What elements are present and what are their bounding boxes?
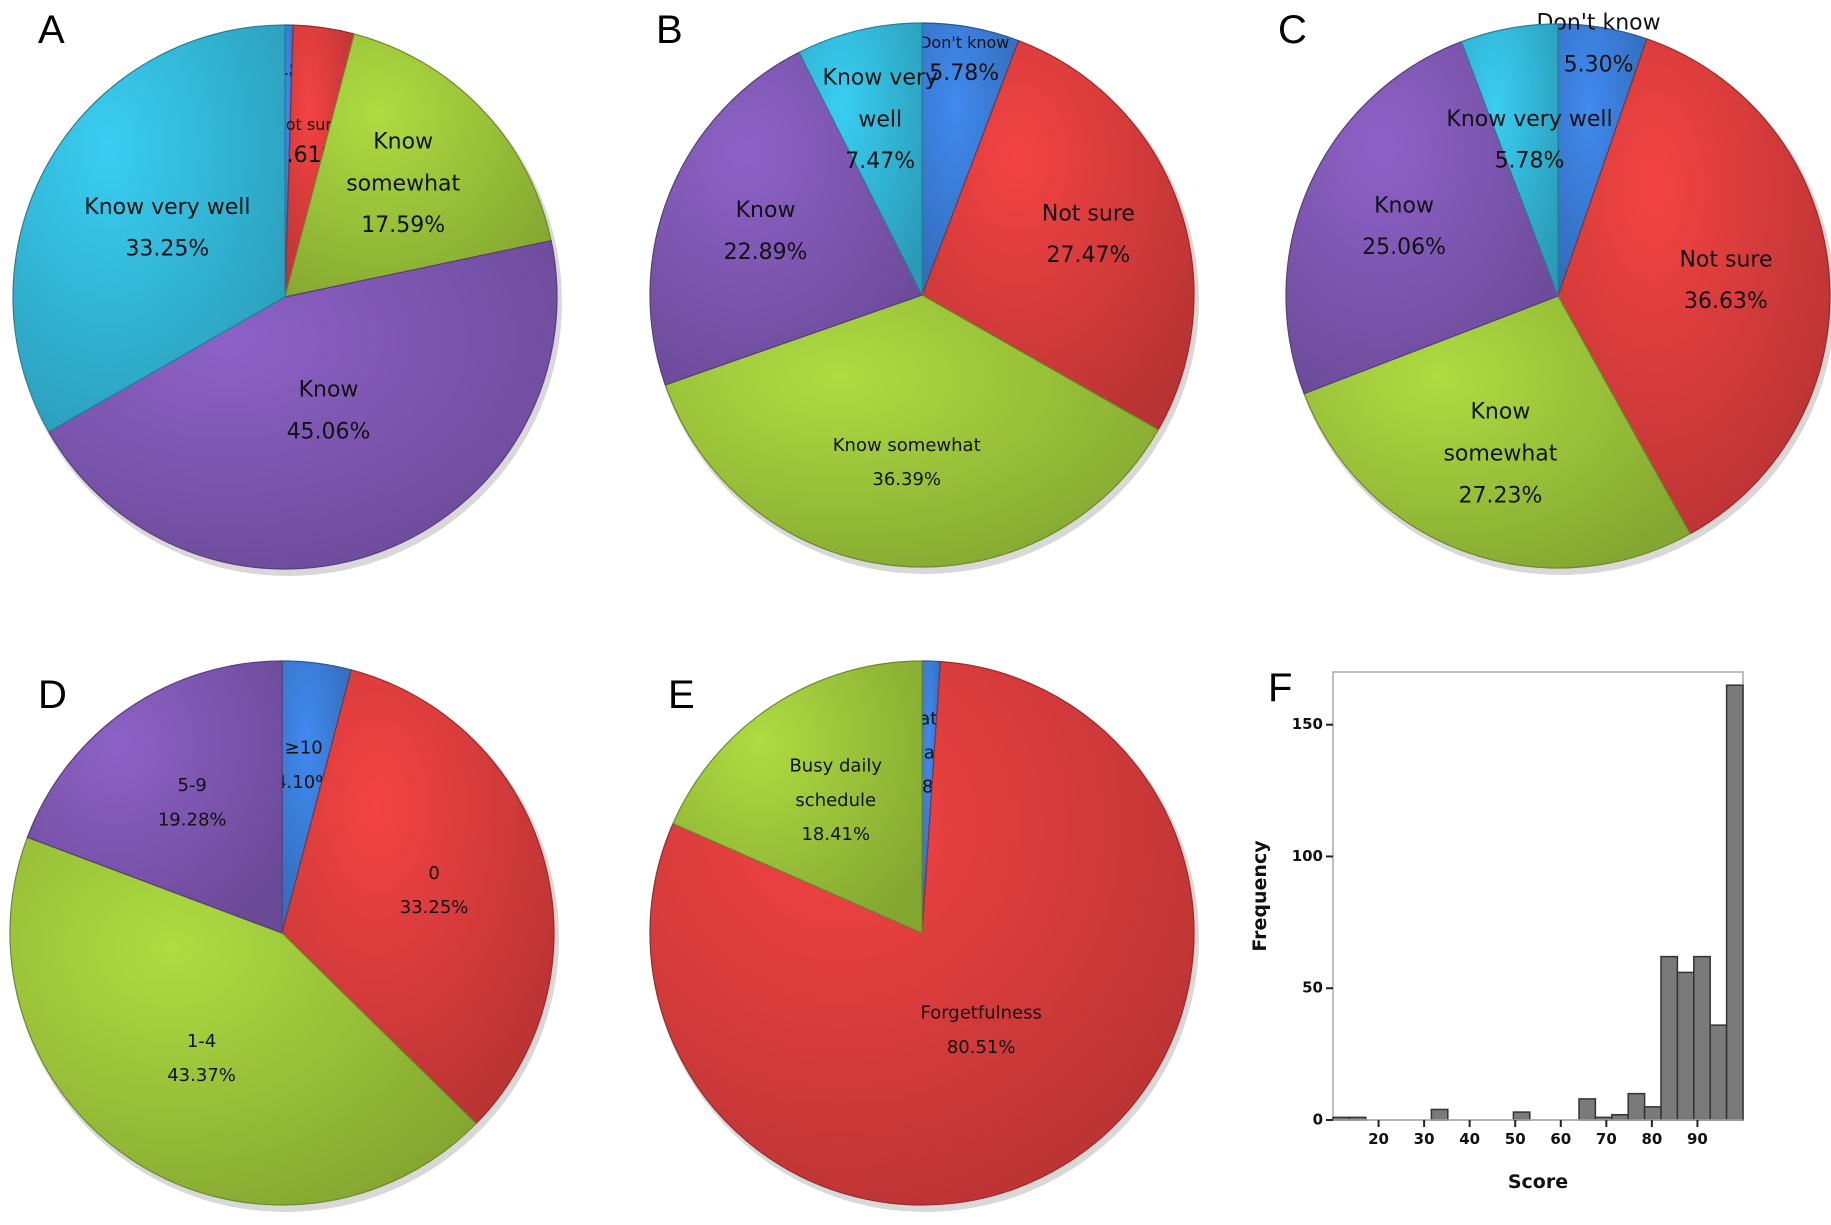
x-axis-title: Score: [1508, 1171, 1568, 1193]
pie-slice-busy-daily-schedule: [672, 660, 923, 934]
histogram-bar: [1611, 1113, 1629, 1121]
x-tick-label: 90: [1687, 1130, 1708, 1148]
pie-chart-e: Complications ofmedication,1.08%Forgetfu…: [649, 660, 1199, 1212]
histogram-bar: [1430, 1108, 1449, 1121]
histogram-bar: [1693, 955, 1711, 1121]
slice-category-label: Not sure: [1679, 247, 1772, 272]
slice-percent-label: 36.39%: [872, 469, 941, 490]
histogram-bar: [1627, 1092, 1646, 1121]
panel-label-a: A: [38, 8, 65, 52]
slice-category-label: Not sure: [274, 115, 342, 134]
histogram-bar: [1578, 1098, 1597, 1121]
slice-percent-label: 33.25%: [125, 237, 209, 262]
pie-slice-not-sure: [921, 39, 1195, 431]
slice-percent-label: 22.89%: [724, 240, 808, 265]
slice-category-label: Know: [373, 130, 433, 155]
y-tick-label: 100: [1292, 847, 1323, 865]
slice-category-label: 1-4: [187, 1031, 216, 1052]
slice-percent-label: 27.23%: [1458, 483, 1542, 508]
slice-percent-label: 33.25%: [400, 897, 469, 918]
pie-slice-not-sure: [1557, 38, 1831, 535]
slice-category-label: Know very well: [1446, 107, 1612, 132]
panel-label-e: E: [668, 673, 695, 717]
histogram-bar: [1676, 971, 1695, 1121]
histogram-bar: [1709, 1024, 1728, 1121]
pie-slice-5-9: [26, 660, 283, 934]
slice-category-label: Know: [736, 198, 796, 223]
slice-category-label: somewhat: [346, 171, 460, 196]
panel-label-d: D: [38, 673, 67, 717]
slice-percent-label: 19.28%: [158, 809, 227, 830]
slice-category-label: Know: [1471, 400, 1531, 425]
slice-category-label: well: [858, 107, 902, 132]
pie-slice-know-somewhat: [1303, 295, 1691, 569]
slice-category-label: schedule: [795, 790, 876, 811]
slice-percent-label: 25.06%: [1362, 235, 1446, 260]
slice-category-label: Don't know: [919, 33, 1009, 52]
slice-category-label: Know very well: [84, 195, 250, 220]
histogram-bar: [1660, 955, 1679, 1121]
y-axis-title: Frequency: [1249, 840, 1271, 952]
pie-slice-1-4: [9, 836, 477, 1206]
slice-percent-label: 5.78%: [929, 61, 999, 86]
slice-category-label: 5-9: [177, 775, 206, 796]
x-tick-label: 60: [1550, 1130, 1571, 1148]
panel-label-b: B: [656, 8, 683, 52]
histogram-f: 0 50 100 150 20 30 40 50 60 70 80 90 Score Frequency: [1249, 671, 1744, 1193]
histogram-bar: [1725, 684, 1744, 1121]
x-tick-label: 70: [1596, 1130, 1617, 1148]
y-tick-label: 150: [1292, 715, 1323, 733]
pie-chart-d: ≥10 4.10% 0 33.25% 1-4 43.37% 5-9 19.28%: [9, 660, 559, 1212]
slice-category-label: Know somewhat: [833, 435, 981, 456]
x-tick-label: 30: [1414, 1130, 1435, 1148]
panel-label-c: C: [1278, 8, 1307, 52]
slice-percent-label: 80.51%: [947, 1037, 1016, 1058]
slice-percent-label: 5.78%: [1495, 149, 1565, 174]
slice-category-label: Know very: [823, 66, 938, 91]
slice-percent-label: 5.30%: [1564, 52, 1634, 77]
pie-slice-know-very-well: [12, 24, 286, 433]
histogram-bar: [1643, 1106, 1662, 1121]
slice-percent-label: 7.47%: [845, 149, 915, 174]
slice-percent-label: 43.37%: [167, 1065, 236, 1086]
slice-category-label: Forgetfulness: [920, 1003, 1041, 1024]
slice-percent-label: 36.63%: [1684, 289, 1768, 314]
pie-slice-know-very-well: [1460, 23, 1559, 297]
slice-category-label: Busy daily: [789, 756, 882, 777]
pie-slice-know: [1285, 40, 1559, 395]
slice-category-label: Not sure: [1042, 201, 1135, 226]
slice-percent-label: 17.59%: [361, 213, 445, 238]
slice-percent-label: 18.41%: [801, 824, 870, 845]
x-tick-label: 50: [1505, 1130, 1526, 1148]
y-tick-label: 0: [1313, 1111, 1323, 1129]
slice-percent-label: 45.06%: [287, 419, 371, 444]
pie-slice-0: [281, 669, 555, 1125]
pie-slice-know-somewhat: [284, 33, 552, 298]
slice-category-label: Know: [1374, 193, 1434, 218]
y-tick-label: 50: [1302, 979, 1323, 997]
slice-category-label: Know: [299, 378, 359, 403]
pie-slice-know-somewhat: [664, 294, 1160, 568]
slice-category-label: 0: [428, 863, 439, 884]
pie-slice-know-very-well: [798, 22, 923, 296]
slice-category-label: ≥10: [285, 738, 323, 759]
pie-slice-know: [649, 51, 923, 386]
histogram-bar: [1512, 1111, 1531, 1121]
pie-chart-b: Don't know 5.78% Not sure 27.47% Know somewh…: [649, 22, 1199, 574]
slice-percent-label: 4.10%: [275, 772, 332, 793]
panel-label-f: F: [1268, 666, 1293, 710]
pie-slice-know: [47, 239, 558, 570]
slice-category-label: somewhat: [1443, 442, 1557, 467]
x-tick-label: 20: [1368, 1130, 1389, 1148]
slice-percent-label: 27.47%: [1046, 243, 1130, 268]
x-tick-label: 80: [1641, 1130, 1662, 1148]
x-tick-label: 40: [1459, 1130, 1480, 1148]
